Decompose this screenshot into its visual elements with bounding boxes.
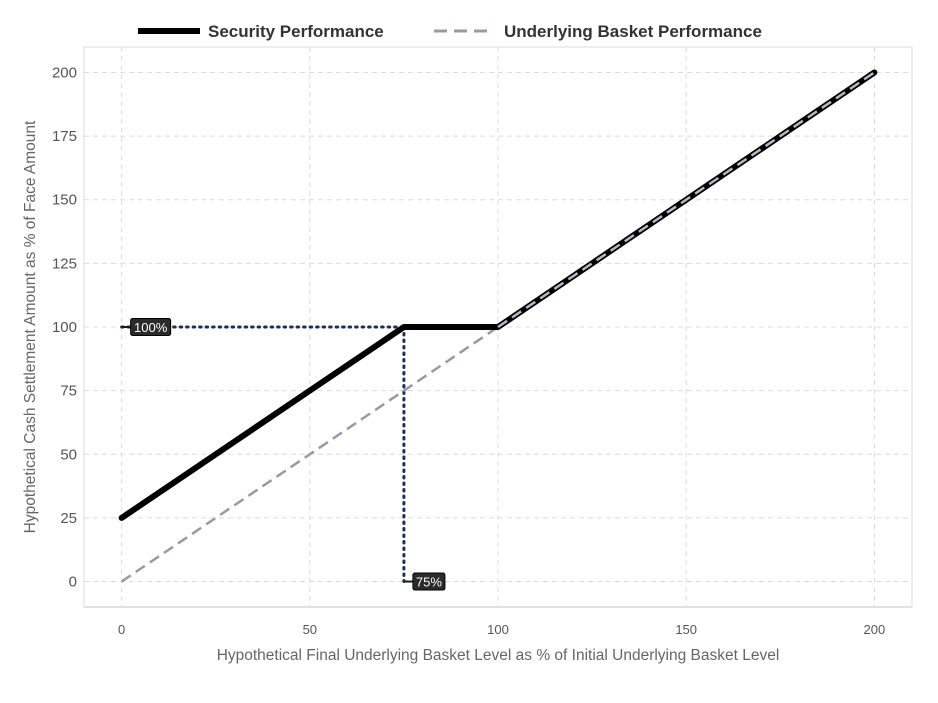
- x-tick-label-0: 0: [118, 622, 125, 637]
- x-tick-label-200: 200: [864, 622, 886, 637]
- annotation-box-0: [130, 318, 172, 336]
- plot-border: [83, 46, 913, 608]
- y-tick-label-175: 175: [52, 128, 77, 145]
- y-tick-label-50: 50: [60, 446, 77, 463]
- annotation-label-1: 75%: [416, 575, 442, 590]
- annotation-box-1: [412, 572, 446, 591]
- y-tick-label-125: 125: [52, 255, 77, 272]
- series-lines: [118, 69, 878, 583]
- x-tick-label-100: 100: [487, 622, 509, 637]
- y-tick-label-100: 100: [52, 319, 77, 336]
- x-tick-label-150: 150: [675, 622, 697, 637]
- legend: Security Performance Underlying Basket P…: [138, 22, 762, 41]
- x-tick-labels: 0 50 100 150 200: [118, 622, 885, 637]
- annotation-label-0: 100%: [134, 320, 168, 335]
- annotations: 100% 75%: [121, 318, 446, 591]
- y-axis-title: Hypothetical Cash Settlement Amount as %…: [22, 120, 39, 533]
- x-axis-title: Hypothetical Final Underlying Basket Lev…: [217, 647, 780, 664]
- y-tick-label-150: 150: [52, 192, 77, 209]
- series-line-basket-overlap: [497, 71, 876, 329]
- y-tick-label-25: 25: [60, 510, 77, 527]
- legend-label-security: Security Performance: [208, 22, 384, 41]
- y-tick-label-200: 200: [52, 64, 77, 81]
- y-tick-label-75: 75: [60, 383, 77, 400]
- y-tick-label-0: 0: [69, 574, 77, 591]
- legend-label-basket: Underlying Basket Performance: [504, 22, 762, 41]
- y-tick-labels: 0 25 50 75 100 125 150 175 200: [52, 64, 77, 590]
- x-tick-label-50: 50: [303, 622, 317, 637]
